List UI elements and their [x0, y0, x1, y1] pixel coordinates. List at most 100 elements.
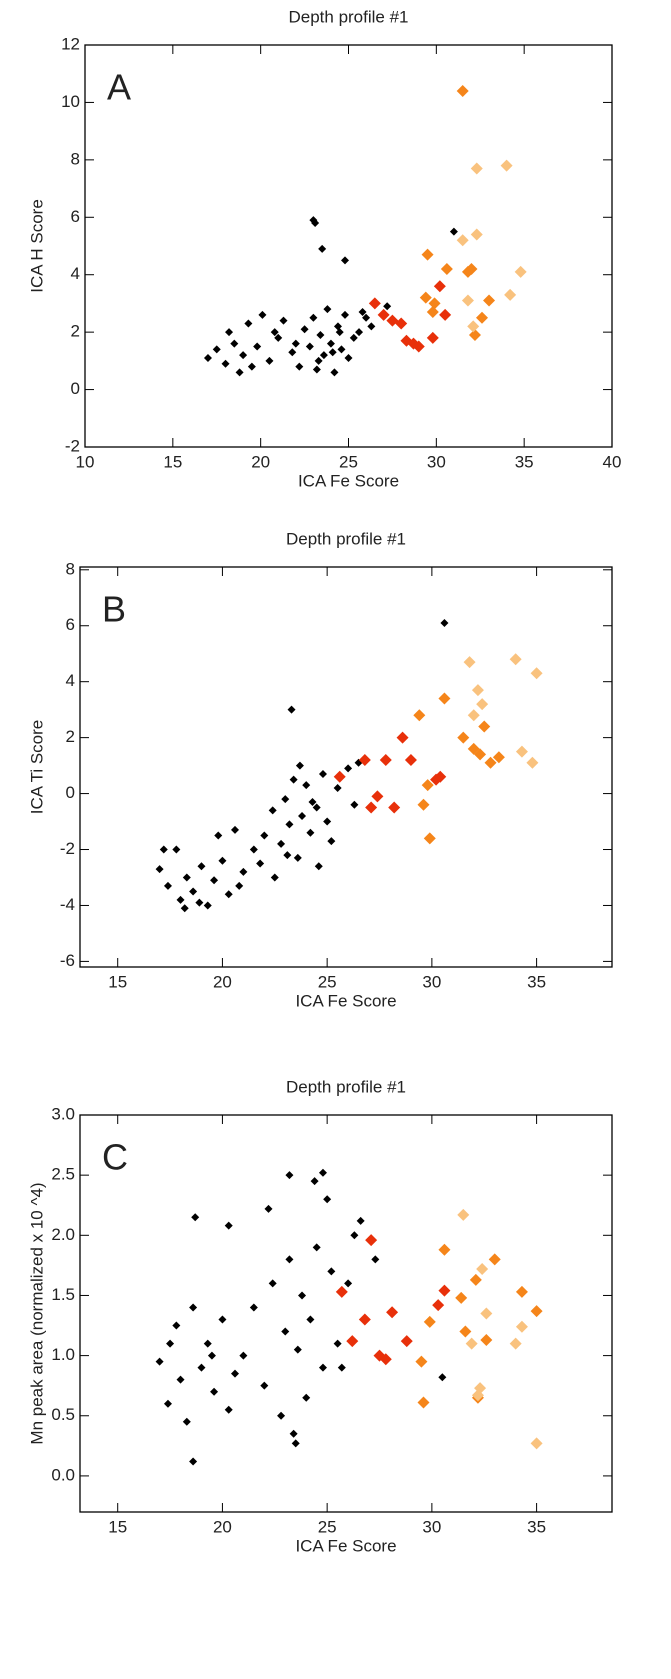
x-tick-label: 20: [213, 972, 232, 991]
data-point: [308, 797, 317, 806]
y-tick-label: -2: [60, 839, 75, 858]
x-tick-label: 25: [318, 972, 337, 991]
data-point: [356, 1216, 365, 1225]
data-point: [323, 305, 332, 314]
data-point: [333, 770, 346, 783]
data-point: [195, 898, 204, 907]
data-point: [358, 308, 367, 317]
data-point: [309, 313, 318, 322]
data-point: [471, 1389, 484, 1402]
data-point: [340, 310, 349, 319]
data-point: [456, 84, 469, 97]
y-tick-label: 6: [71, 207, 80, 226]
data-point: [400, 1335, 413, 1348]
data-point: [197, 862, 206, 871]
data-point: [340, 256, 349, 265]
data-point: [316, 331, 325, 340]
y-tick-label: 10: [61, 92, 80, 111]
data-point: [235, 881, 244, 890]
data-point: [388, 801, 401, 814]
data-point: [180, 904, 189, 913]
plot-frame: [84, 44, 613, 448]
data-point: [463, 656, 476, 669]
data-point: [500, 159, 513, 172]
data-point: [203, 901, 212, 910]
data-point: [235, 368, 244, 377]
data-point: [433, 280, 446, 293]
data-point: [260, 831, 269, 840]
y-tick-label: 12: [61, 34, 80, 53]
data-point: [417, 798, 430, 811]
data-point: [373, 1349, 386, 1362]
data-point: [471, 684, 484, 697]
y-tick-label: -6: [60, 951, 75, 970]
data-point: [467, 709, 480, 722]
y-tick-label: -4: [60, 895, 75, 914]
y-tick-label: 2.0: [51, 1225, 75, 1244]
x-tick-label: 25: [318, 1517, 337, 1536]
y-tick-label: 0.0: [51, 1465, 75, 1484]
data-point: [155, 865, 164, 874]
x-tick-label: 35: [515, 452, 534, 471]
data-point: [344, 1279, 353, 1288]
data-point: [469, 1273, 482, 1286]
data-point: [346, 1335, 359, 1348]
data-point: [302, 781, 311, 790]
data-point: [515, 1320, 528, 1333]
data-point: [386, 1306, 399, 1319]
x-tick-label: 20: [251, 452, 270, 471]
data-point: [182, 873, 191, 882]
data-point: [172, 1321, 181, 1330]
data-point: [323, 1195, 332, 1204]
data-point: [182, 1417, 191, 1426]
data-point: [483, 294, 496, 307]
data-point: [484, 756, 497, 769]
data-point: [465, 262, 478, 275]
data-point: [253, 342, 262, 351]
data-point: [470, 162, 483, 175]
data-point: [163, 881, 172, 890]
data-point: [476, 311, 489, 324]
y-tick-label: 6: [66, 615, 75, 634]
data-point: [504, 288, 517, 301]
plot-frame: [79, 566, 613, 968]
data-point: [189, 1457, 198, 1466]
data-point: [225, 328, 234, 337]
data-point: [362, 313, 371, 322]
data-point: [305, 342, 314, 351]
y-tick-label: 2.5: [51, 1165, 75, 1184]
data-point: [239, 867, 248, 876]
data-point: [476, 698, 489, 711]
data-point: [465, 1337, 478, 1350]
y-tick-label: 4: [66, 671, 75, 690]
data-point: [379, 754, 392, 767]
data-point: [300, 325, 309, 334]
data-point: [326, 339, 335, 348]
x-axis-label: ICA Fe Score: [295, 991, 396, 1010]
data-point: [221, 359, 230, 368]
data-point: [218, 1315, 227, 1324]
y-tick-label: -2: [65, 436, 80, 455]
x-tick-label: 15: [108, 972, 127, 991]
data-point: [172, 845, 181, 854]
data-point: [413, 709, 426, 722]
data-point: [210, 1387, 219, 1396]
data-point: [264, 1204, 273, 1213]
data-point: [318, 769, 327, 778]
data-point: [291, 1439, 300, 1448]
y-tick-label: 3.0: [51, 1104, 75, 1123]
data-point: [291, 339, 300, 348]
data-point: [279, 316, 288, 325]
data-point: [312, 1243, 321, 1252]
data-point: [285, 1171, 294, 1180]
data-point: [203, 353, 212, 362]
data-point: [318, 1168, 327, 1177]
data-point: [306, 1315, 315, 1324]
data-point: [355, 328, 364, 337]
data-point: [330, 368, 339, 377]
data-point: [210, 876, 219, 885]
data-point: [515, 745, 528, 758]
data-point: [335, 1285, 348, 1298]
data-point: [470, 228, 483, 241]
